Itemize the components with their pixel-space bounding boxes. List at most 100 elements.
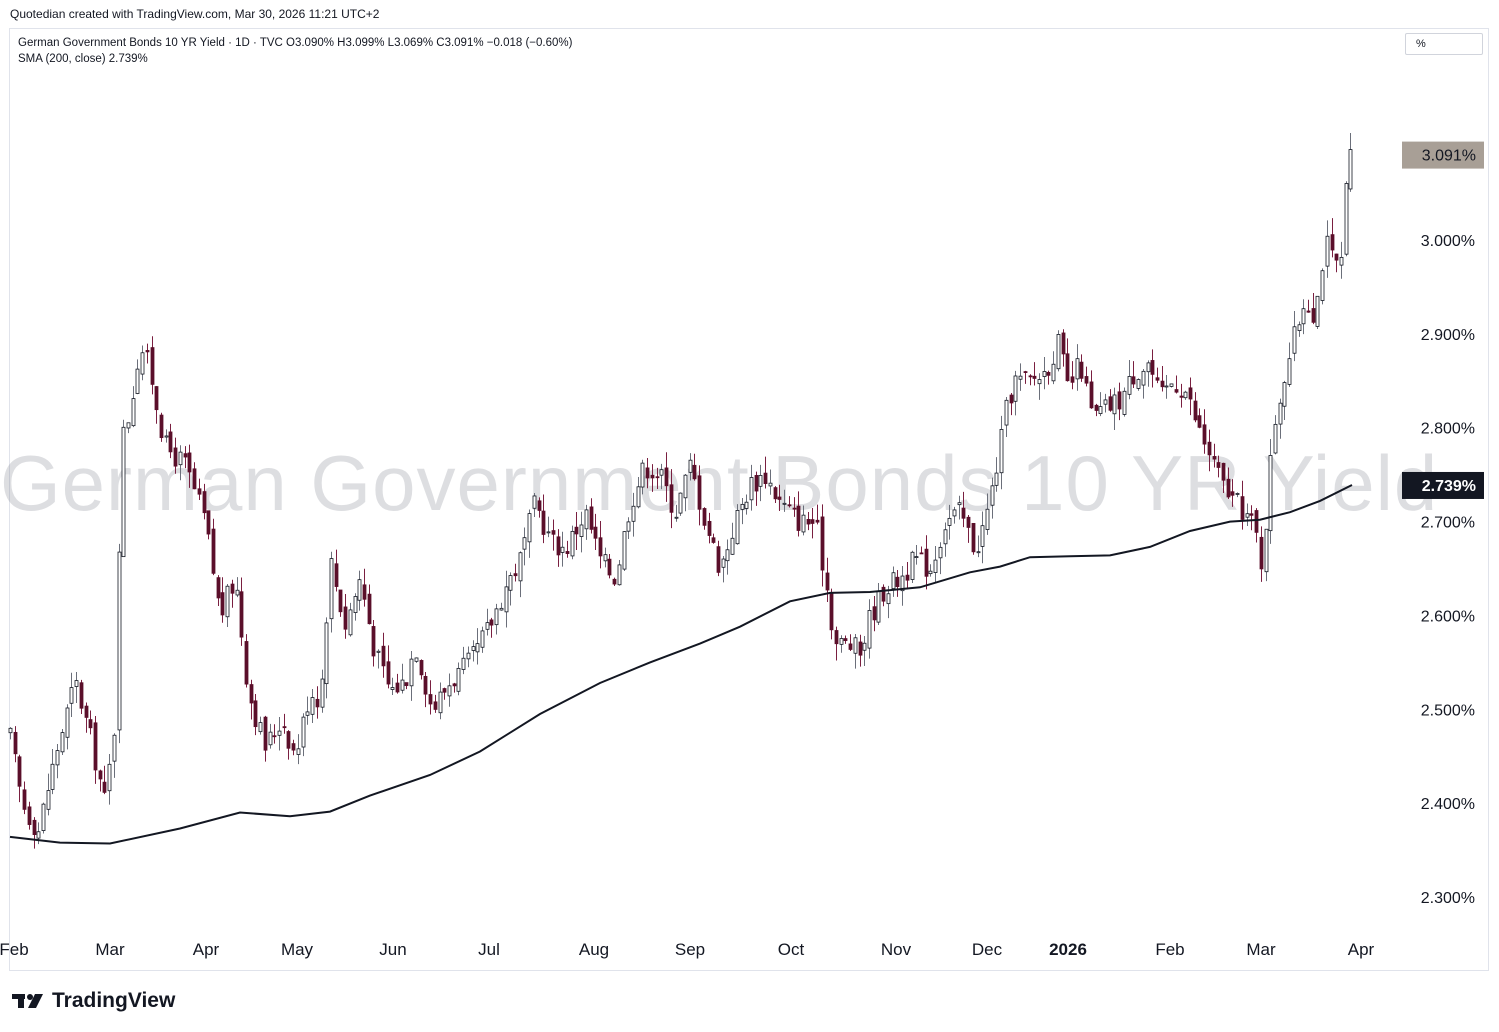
candle-body <box>8 727 13 734</box>
candle-body <box>235 589 240 596</box>
candle-body <box>928 570 933 575</box>
candle-body <box>1320 270 1325 301</box>
candle-body <box>343 606 348 630</box>
candle-body <box>806 519 811 525</box>
candle-body <box>1230 491 1235 496</box>
candle-body <box>305 711 310 716</box>
candle-body <box>1028 375 1033 378</box>
candle-body <box>513 573 518 577</box>
candle-body <box>357 579 362 601</box>
candle-body <box>976 551 981 554</box>
tradingview-logo-icon <box>12 994 43 1008</box>
y-tick-label: 2.800% <box>1421 421 1475 438</box>
candle-body <box>367 593 372 625</box>
candle-body <box>971 523 976 553</box>
candle-body <box>414 657 419 662</box>
candle-body <box>1202 424 1207 445</box>
candle-body <box>801 514 806 533</box>
candle-body <box>131 398 136 427</box>
candle-body <box>905 574 910 581</box>
candle-body <box>126 422 131 429</box>
candle-body <box>1046 372 1051 376</box>
candle-body <box>829 592 834 631</box>
candle-body <box>1235 493 1240 495</box>
candle-body <box>475 643 480 653</box>
candle-body <box>272 735 277 738</box>
tradingview-logo[interactable]: TradingView <box>12 989 175 1013</box>
candle-body <box>291 743 296 751</box>
candle-body <box>612 578 617 585</box>
candle-body <box>1174 389 1179 393</box>
x-tick-label: 2026 <box>1049 940 1087 959</box>
candle-body <box>820 516 825 571</box>
candle-body <box>442 688 447 693</box>
symbol-ohlc-line[interactable]: German Government Bonds 10 YR Yield · 1D… <box>18 37 573 49</box>
candle-body <box>329 558 334 620</box>
candle-body <box>551 530 556 535</box>
candle-body <box>211 528 216 574</box>
candle-body <box>1032 375 1037 379</box>
candle-body <box>716 546 721 573</box>
candle-body <box>1155 377 1160 381</box>
candle-body <box>1297 324 1302 332</box>
candle-body <box>895 576 900 587</box>
x-tick-label: Jun <box>379 940 406 959</box>
candle-body <box>570 530 575 557</box>
candle-body <box>1023 371 1028 373</box>
candle-body <box>810 519 815 524</box>
candle-body <box>135 368 140 394</box>
x-tick-label: Aug <box>579 940 609 959</box>
last-price-value: 3.091% <box>1422 148 1476 165</box>
candle-body <box>381 645 386 667</box>
candle-body <box>489 619 494 626</box>
candle-body <box>858 641 863 656</box>
sma-label-value: 2.739% <box>1422 478 1476 495</box>
last-price-label-bg <box>1402 141 1484 169</box>
candle-body <box>876 590 881 623</box>
candle-body <box>140 352 145 375</box>
candle-body <box>1075 358 1080 380</box>
candle-body <box>532 495 537 509</box>
candle-body <box>853 637 858 654</box>
candle-body <box>244 641 249 685</box>
x-tick-label: Apr <box>1348 940 1375 959</box>
candle-body <box>938 546 943 559</box>
candle-body <box>41 803 46 831</box>
candle-body <box>1108 396 1113 411</box>
candle-body <box>154 386 159 411</box>
candle-body <box>560 546 565 553</box>
candle-body <box>1018 375 1023 380</box>
candle-body <box>1150 360 1155 375</box>
candle-body <box>1042 371 1047 377</box>
candle-body <box>919 552 924 555</box>
candle-body <box>518 552 523 582</box>
candle-body <box>433 701 438 710</box>
sma-indicator-line[interactable]: SMA (200, close) 2.739% <box>18 53 148 65</box>
candle-body <box>1311 308 1316 323</box>
candle-body <box>404 682 409 687</box>
candle-body <box>1188 387 1193 400</box>
x-tick-label: May <box>281 940 314 959</box>
candle-body <box>423 675 428 695</box>
candle-body <box>376 650 381 653</box>
candle-body <box>192 468 197 490</box>
chart-frame <box>9 28 1489 971</box>
candle-body <box>452 683 457 687</box>
candle-body <box>1079 361 1084 379</box>
candle-body <box>952 509 957 517</box>
unit-selector[interactable]: % <box>1405 33 1483 55</box>
candle-body <box>891 572 896 589</box>
candle-body <box>84 705 89 718</box>
candle-body <box>1330 234 1335 251</box>
chart-legend: German Government Bonds 10 YR Yield · 1D… <box>18 35 572 67</box>
candle-body <box>1179 395 1184 398</box>
candle-body <box>650 474 655 479</box>
candle-body <box>966 516 971 528</box>
candle-body <box>1098 406 1103 415</box>
candle-body <box>98 770 103 780</box>
candle-body <box>867 610 872 649</box>
candle-body <box>1122 390 1127 415</box>
candle-body <box>36 831 41 839</box>
candle-body <box>338 589 343 613</box>
